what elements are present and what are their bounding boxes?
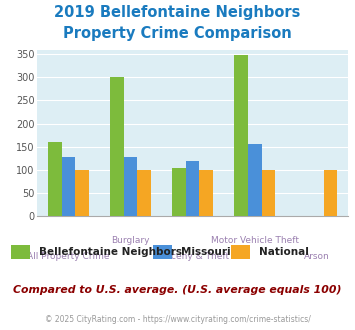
Text: National: National xyxy=(259,247,309,257)
Text: © 2025 CityRating.com - https://www.cityrating.com/crime-statistics/: © 2025 CityRating.com - https://www.city… xyxy=(45,315,310,324)
Text: Bellefontaine Neighbors: Bellefontaine Neighbors xyxy=(39,247,182,257)
Text: Missouri: Missouri xyxy=(181,247,231,257)
Bar xyxy=(172,168,186,216)
Text: Burglary: Burglary xyxy=(111,236,150,245)
Text: Larceny & Theft: Larceny & Theft xyxy=(157,252,229,261)
Text: 2019 Bellefontaine Neighbors: 2019 Bellefontaine Neighbors xyxy=(54,5,301,20)
Bar xyxy=(137,170,151,216)
Bar xyxy=(61,157,75,216)
Text: All Property Crime: All Property Crime xyxy=(27,252,110,261)
Bar xyxy=(262,170,275,216)
Text: Motor Vehicle Theft: Motor Vehicle Theft xyxy=(211,236,299,245)
Text: Compared to U.S. average. (U.S. average equals 100): Compared to U.S. average. (U.S. average … xyxy=(13,285,342,295)
Text: Property Crime Comparison: Property Crime Comparison xyxy=(63,26,292,41)
Text: Arson: Arson xyxy=(304,252,330,261)
Bar xyxy=(48,142,61,216)
Bar xyxy=(186,161,200,216)
Bar xyxy=(248,145,262,216)
Bar xyxy=(110,77,124,216)
Bar xyxy=(75,170,89,216)
Bar xyxy=(234,55,248,216)
Bar xyxy=(200,170,213,216)
Bar xyxy=(124,157,137,216)
Bar xyxy=(324,170,337,216)
